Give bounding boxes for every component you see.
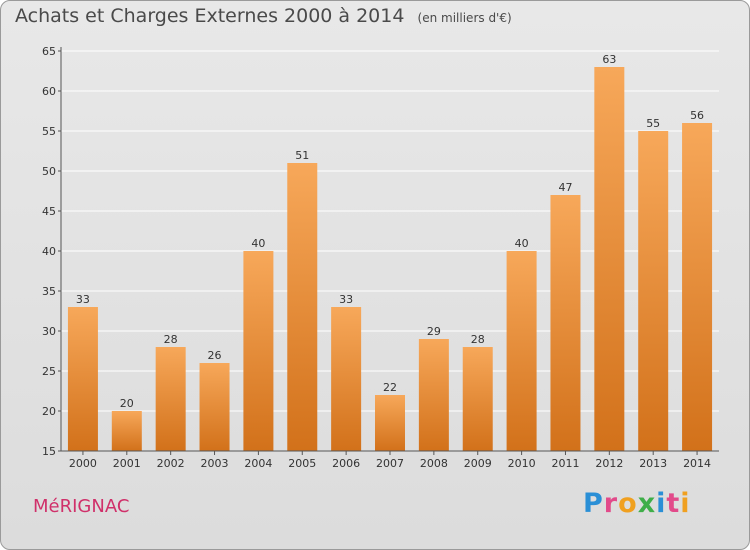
value-label: 33 <box>76 293 90 306</box>
x-tick-label: 2011 <box>551 457 579 470</box>
x-tick-label: 2010 <box>508 457 536 470</box>
x-tick-label: 2000 <box>69 457 97 470</box>
x-tick-label: 2012 <box>595 457 623 470</box>
bar <box>67 307 98 451</box>
x-tick-label: 2006 <box>332 457 360 470</box>
x-tick-label: 2014 <box>683 457 711 470</box>
bar <box>111 411 142 451</box>
value-label: 40 <box>251 237 265 250</box>
bar <box>638 131 669 451</box>
bar <box>375 395 405 451</box>
logo-letter: o <box>618 488 638 519</box>
x-tick-label: 2007 <box>376 457 404 470</box>
bar <box>287 163 318 451</box>
value-label: 40 <box>515 237 529 250</box>
logo-letter: i <box>656 488 667 519</box>
bar <box>243 251 274 451</box>
bar <box>682 123 713 451</box>
x-tick-label: 2001 <box>113 457 141 470</box>
bar <box>506 251 537 451</box>
y-tick-label: 55 <box>42 125 56 138</box>
y-tick-label: 40 <box>42 245 56 258</box>
value-label: 20 <box>120 397 134 410</box>
value-label: 33 <box>339 293 353 306</box>
x-tick-label: 2013 <box>639 457 667 470</box>
proxiti-logo[interactable]: Proxiti <box>583 488 691 519</box>
x-tick-label: 2009 <box>464 457 492 470</box>
bar <box>155 347 186 451</box>
y-tick-label: 45 <box>42 205 56 218</box>
value-label: 63 <box>602 53 616 66</box>
title-text: Achats et Charges Externes 2000 à 2014 <box>15 5 405 27</box>
bar <box>594 67 625 451</box>
logo-letter: t <box>666 488 681 519</box>
x-tick-label: 2003 <box>201 457 229 470</box>
x-tick-label: 2008 <box>420 457 448 470</box>
value-label: 51 <box>295 149 309 162</box>
bar <box>550 195 581 451</box>
x-tick-label: 2005 <box>288 457 316 470</box>
unit-text: (en milliers d'€) <box>417 11 512 25</box>
y-tick-label: 50 <box>42 165 56 178</box>
y-tick-label: 25 <box>42 365 56 378</box>
y-tick-label: 30 <box>42 325 56 338</box>
commune-name: MéRIGNAC <box>33 496 130 517</box>
value-label: 28 <box>164 333 178 346</box>
logo-letter: r <box>603 488 619 519</box>
bar <box>462 347 493 451</box>
bar <box>199 363 230 451</box>
value-label: 26 <box>208 349 222 362</box>
y-tick-label: 65 <box>42 45 56 58</box>
x-tick-label: 2002 <box>157 457 185 470</box>
value-label: 47 <box>558 181 572 194</box>
logo-letter: i <box>680 488 691 519</box>
value-label: 22 <box>383 381 397 394</box>
x-tick-label: 2004 <box>244 457 272 470</box>
logo-letter: P <box>583 488 604 519</box>
y-tick-label: 20 <box>42 405 56 418</box>
value-label: 28 <box>471 333 485 346</box>
bar <box>331 307 362 451</box>
y-tick-label: 35 <box>42 285 56 298</box>
logo-letter: x <box>637 488 657 519</box>
chart-title: Achats et Charges Externes 2000 à 2014 (… <box>15 5 512 27</box>
y-tick-label: 60 <box>42 85 56 98</box>
value-label: 56 <box>690 109 704 122</box>
value-label: 55 <box>646 117 660 130</box>
value-label: 29 <box>427 325 441 338</box>
bar <box>418 339 449 451</box>
y-tick-label: 15 <box>42 445 56 458</box>
